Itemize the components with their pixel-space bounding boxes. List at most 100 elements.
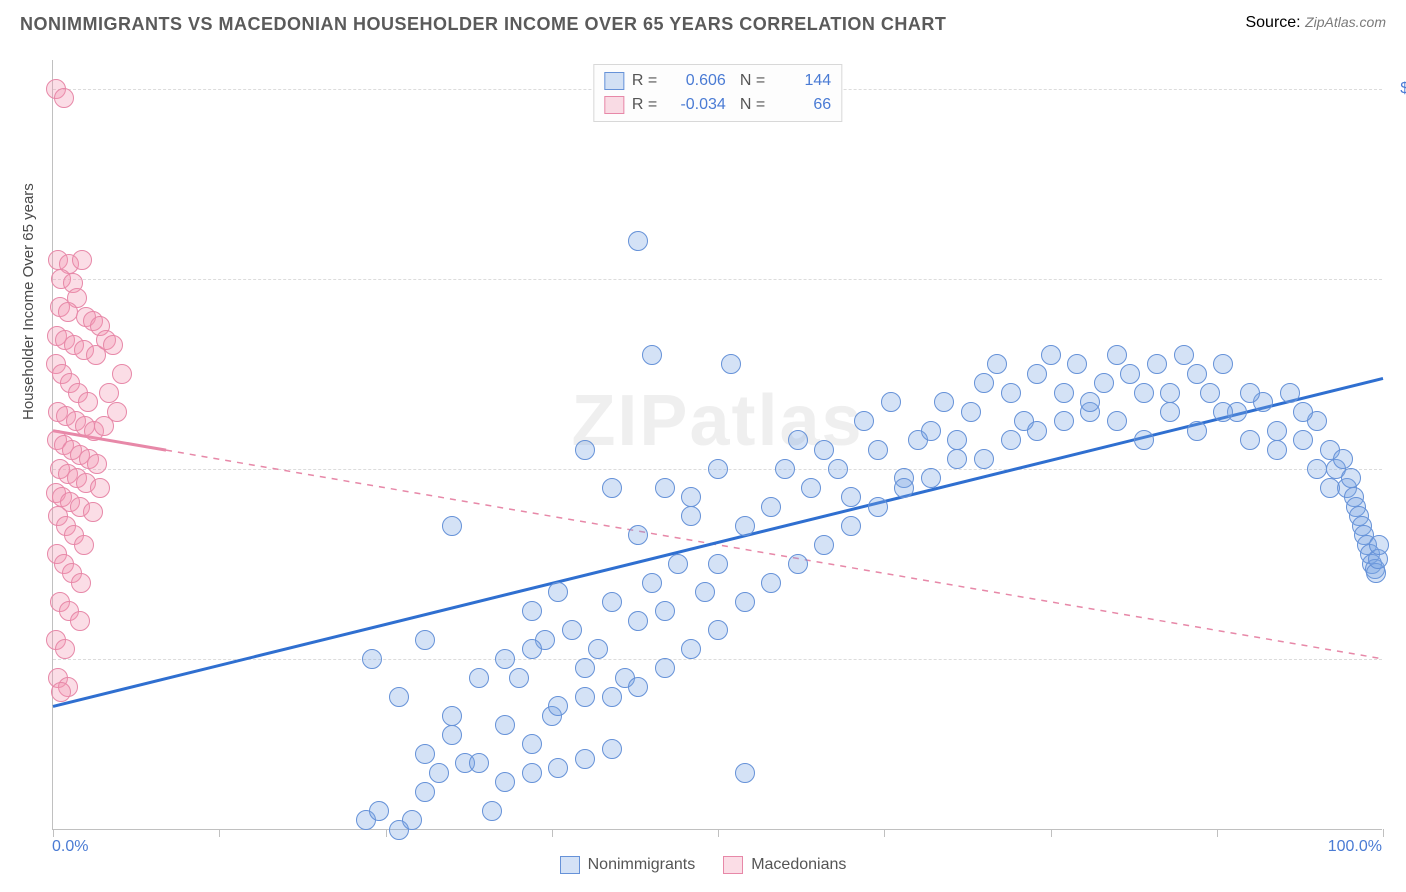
data-point-nonimmigrants xyxy=(655,601,675,621)
x-tick xyxy=(1051,829,1052,837)
swatch-macedonians-bottom xyxy=(723,856,743,874)
data-point-macedonians xyxy=(78,392,98,412)
data-point-nonimmigrants xyxy=(708,459,728,479)
data-point-nonimmigrants xyxy=(389,687,409,707)
data-point-nonimmigrants xyxy=(482,801,502,821)
data-point-nonimmigrants xyxy=(628,231,648,251)
data-point-nonimmigrants xyxy=(947,430,967,450)
data-point-nonimmigrants xyxy=(1320,478,1340,498)
n-value-nonimmigrants: 144 xyxy=(773,69,831,93)
source-name: ZipAtlas.com xyxy=(1305,14,1386,30)
data-point-nonimmigrants xyxy=(362,649,382,669)
x-tick xyxy=(718,829,719,837)
trend-line xyxy=(53,378,1383,706)
data-point-nonimmigrants xyxy=(1293,430,1313,450)
data-point-nonimmigrants xyxy=(974,449,994,469)
data-point-nonimmigrants xyxy=(442,725,462,745)
data-point-nonimmigrants xyxy=(522,763,542,783)
data-point-nonimmigrants xyxy=(415,744,435,764)
data-point-nonimmigrants xyxy=(1341,468,1361,488)
chart-title: NONIMMIGRANTS VS MACEDONIAN HOUSEHOLDER … xyxy=(20,14,946,35)
data-point-nonimmigrants xyxy=(668,554,688,574)
data-point-nonimmigrants xyxy=(1293,402,1313,422)
data-point-nonimmigrants xyxy=(642,345,662,365)
data-point-nonimmigrants xyxy=(575,440,595,460)
data-point-nonimmigrants xyxy=(1134,383,1154,403)
y-tick-label: $60,000 xyxy=(1387,460,1406,478)
correlation-legend: R = 0.606 N = 144 R = -0.034 N = 66 xyxy=(593,64,842,122)
data-point-nonimmigrants xyxy=(681,639,701,659)
data-point-nonimmigrants xyxy=(761,573,781,593)
data-point-macedonians xyxy=(112,364,132,384)
data-point-nonimmigrants xyxy=(628,677,648,697)
legend-label-macedonians: Macedonians xyxy=(751,856,846,874)
n-value-macedonians: 66 xyxy=(773,93,831,117)
data-point-nonimmigrants xyxy=(801,478,821,498)
data-point-nonimmigrants xyxy=(735,516,755,536)
data-point-nonimmigrants xyxy=(369,801,389,821)
data-point-nonimmigrants xyxy=(1054,383,1074,403)
data-point-nonimmigrants xyxy=(415,630,435,650)
data-point-macedonians xyxy=(103,335,123,355)
data-point-nonimmigrants xyxy=(1147,354,1167,374)
data-point-nonimmigrants xyxy=(442,516,462,536)
data-point-nonimmigrants xyxy=(681,506,701,526)
data-point-nonimmigrants xyxy=(469,753,489,773)
data-point-macedonians xyxy=(74,535,94,555)
legend-row-nonimmigrants: R = 0.606 N = 144 xyxy=(604,69,831,93)
data-point-nonimmigrants xyxy=(1160,383,1180,403)
series-legend: Nonimmigrants Macedonians xyxy=(0,856,1406,874)
data-point-macedonians xyxy=(87,454,107,474)
data-point-nonimmigrants xyxy=(1107,345,1127,365)
data-point-nonimmigrants xyxy=(1027,421,1047,441)
data-point-nonimmigrants xyxy=(1267,440,1287,460)
data-point-nonimmigrants xyxy=(522,601,542,621)
data-point-macedonians xyxy=(58,302,78,322)
x-axis-max-label: 100.0% xyxy=(1328,838,1382,856)
data-point-nonimmigrants xyxy=(548,758,568,778)
legend-label-nonimmigrants: Nonimmigrants xyxy=(588,856,696,874)
data-point-macedonians xyxy=(90,478,110,498)
source-label: Source: xyxy=(1245,14,1300,31)
data-point-nonimmigrants xyxy=(1001,383,1021,403)
data-point-nonimmigrants xyxy=(1107,411,1127,431)
x-tick xyxy=(1217,829,1218,837)
data-point-macedonians xyxy=(54,88,74,108)
data-point-nonimmigrants xyxy=(775,459,795,479)
data-point-nonimmigrants xyxy=(628,525,648,545)
data-point-nonimmigrants xyxy=(402,810,422,830)
data-point-nonimmigrants xyxy=(602,687,622,707)
x-axis-labels: 0.0% 100.0% xyxy=(52,838,1382,856)
data-point-nonimmigrants xyxy=(761,497,781,517)
data-point-nonimmigrants xyxy=(708,554,728,574)
data-point-macedonians xyxy=(55,639,75,659)
data-point-nonimmigrants xyxy=(1187,421,1207,441)
data-point-nonimmigrants xyxy=(495,649,515,669)
data-point-nonimmigrants xyxy=(562,620,582,640)
x-tick xyxy=(53,829,54,837)
trend-line xyxy=(166,450,1383,659)
data-point-nonimmigrants xyxy=(894,478,914,498)
legend-row-macedonians: R = -0.034 N = 66 xyxy=(604,93,831,117)
data-point-nonimmigrants xyxy=(509,668,529,688)
data-point-nonimmigrants xyxy=(1240,383,1260,403)
data-point-macedonians xyxy=(83,502,103,522)
data-point-nonimmigrants xyxy=(415,782,435,802)
data-point-nonimmigrants xyxy=(1041,345,1061,365)
data-point-nonimmigrants xyxy=(1160,402,1180,422)
data-point-nonimmigrants xyxy=(1120,364,1140,384)
data-point-nonimmigrants xyxy=(429,763,449,783)
data-point-nonimmigrants xyxy=(442,706,462,726)
data-point-nonimmigrants xyxy=(495,715,515,735)
data-point-nonimmigrants xyxy=(1027,364,1047,384)
data-point-nonimmigrants xyxy=(1134,430,1154,450)
data-point-nonimmigrants xyxy=(1054,411,1074,431)
data-point-nonimmigrants xyxy=(602,592,622,612)
chart-plot-area: ZIPatlas $40,000$60,000$80,000$100,000 R… xyxy=(52,60,1382,830)
data-point-nonimmigrants xyxy=(602,478,622,498)
x-tick xyxy=(884,829,885,837)
data-point-nonimmigrants xyxy=(495,772,515,792)
data-point-nonimmigrants xyxy=(961,402,981,422)
data-point-nonimmigrants xyxy=(721,354,741,374)
r-value-nonimmigrants: 0.606 xyxy=(668,69,726,93)
